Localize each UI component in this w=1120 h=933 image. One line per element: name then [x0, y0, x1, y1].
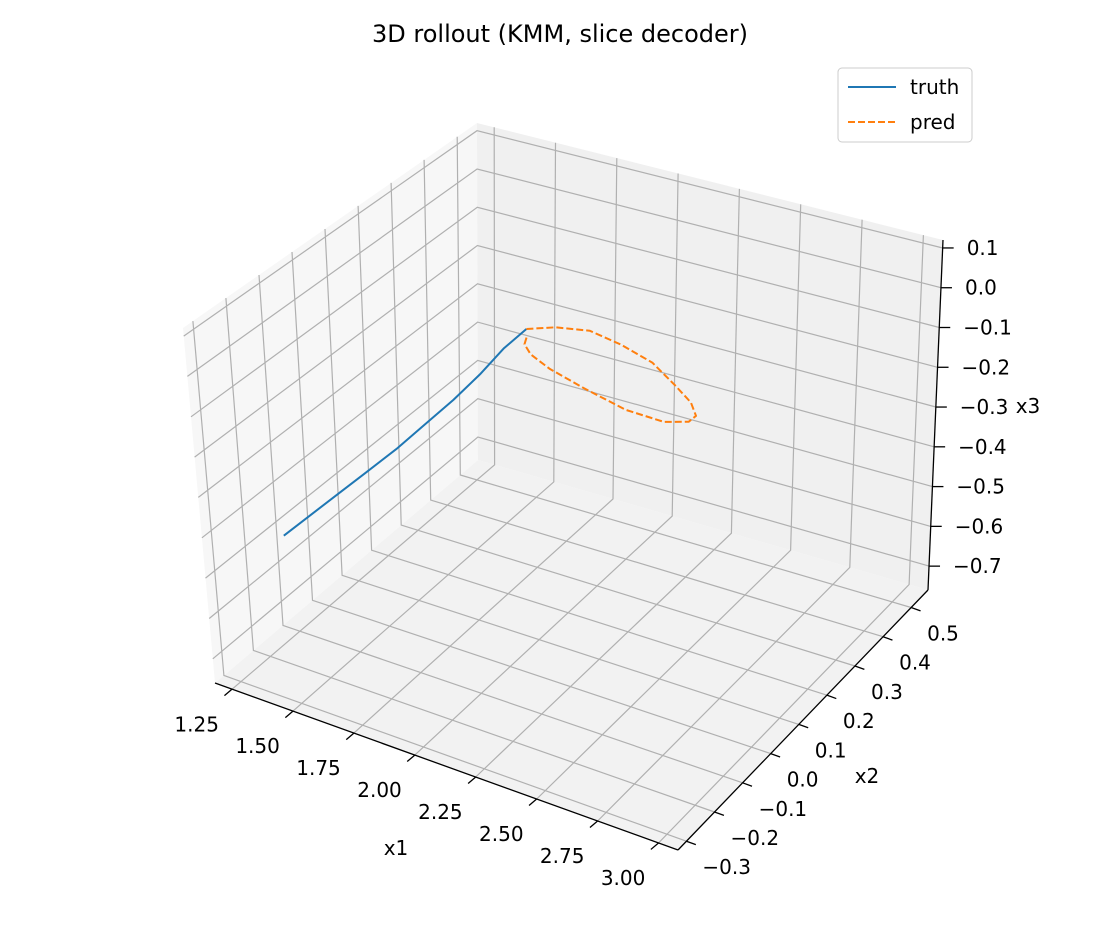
- chart-title: 3D rollout (KMM, slice decoder): [372, 20, 748, 48]
- y-tick-1: [714, 811, 725, 817]
- grid-z-6: [190, 206, 940, 418]
- grid-z-2: [205, 359, 933, 579]
- y-tick-label: 0.5: [927, 622, 959, 646]
- series-layer: [283, 326, 697, 537]
- y-tick-7: [882, 636, 893, 641]
- z-tick-label: −0.5: [956, 475, 1005, 499]
- grid-z-3: [201, 321, 935, 539]
- x-axis-line: [214, 682, 679, 851]
- legend-label-pred: pred: [910, 110, 955, 134]
- x-axis-label: x1: [384, 836, 409, 860]
- y-tick-0: [686, 840, 697, 846]
- axis-grid: [183, 127, 943, 844]
- y-tick-label: −0.2: [731, 826, 780, 850]
- x-tick-3: [406, 754, 416, 763]
- y-tick-label: −0.3: [702, 855, 751, 879]
- x-tick-1: [284, 710, 294, 719]
- grid-x-6: [597, 219, 863, 822]
- y-tick-label: 0.3: [871, 680, 903, 704]
- grid-y-4: [324, 228, 799, 725]
- y-tick-5: [826, 694, 837, 700]
- z-tick-label: −0.6: [955, 514, 1004, 538]
- grid-z-7: [187, 168, 942, 377]
- grid-z-0: [212, 436, 930, 660]
- series-truth-line: [283, 328, 528, 537]
- back-pane: [477, 123, 943, 590]
- x-tick-4: [467, 776, 477, 785]
- grid-x-7: [658, 235, 924, 844]
- grid-y-3: [291, 251, 771, 755]
- grid-x-3: [414, 173, 679, 756]
- y-tick-2: [742, 782, 753, 787]
- grid-y-5: [357, 205, 828, 696]
- y-tick-label: 0.4: [899, 651, 931, 675]
- grid-y-7: [423, 159, 884, 638]
- axis-lines: 1.25 1.50 1.75 2.00 2.25 2.50 2.75 3.00 −0.3 −0.2…: [174, 236, 1011, 890]
- grid-y-2: [258, 274, 743, 784]
- grid-y-6: [390, 182, 856, 667]
- z-tick-label: 0.0: [965, 276, 997, 300]
- z-tick-label: −0.1: [963, 316, 1012, 340]
- y-tick-6: [854, 665, 865, 670]
- x-tick-label: 2.25: [418, 800, 463, 824]
- grid-z-4: [197, 283, 936, 498]
- grid-z-1: [208, 398, 931, 619]
- grid-z-5: [194, 244, 938, 458]
- z-tick-label: −0.4: [958, 435, 1007, 459]
- y-tick-8: [910, 606, 921, 612]
- y-tick-label: 0.1: [815, 738, 847, 762]
- y-axis-label: x2: [855, 764, 880, 788]
- grid-x-5: [536, 204, 802, 800]
- grid-x-2: [353, 158, 618, 734]
- z-axis-label: x3: [1016, 394, 1041, 418]
- x-tick-label: 2.50: [479, 822, 524, 846]
- z-tick-label: −0.7: [953, 554, 1002, 578]
- z-axis-line: [927, 239, 944, 591]
- x-tick-label: 1.25: [174, 712, 219, 736]
- x-tick-label: 3.00: [601, 866, 646, 890]
- x-tick-2: [345, 732, 355, 741]
- x-tick-label: 1.75: [296, 756, 341, 780]
- grid-x-4: [475, 188, 740, 778]
- grid-y-8: [456, 136, 912, 609]
- x-tick-label: 1.50: [235, 734, 280, 758]
- y-tick-3: [770, 752, 781, 758]
- y-tick-4: [798, 723, 809, 729]
- x-tick-0: [224, 688, 233, 697]
- x-tick-label: 2.00: [357, 778, 402, 802]
- x-tick-5: [528, 798, 538, 806]
- y-tick-label: 0.2: [843, 709, 875, 733]
- grid-x-0: [231, 127, 496, 690]
- series-pred-line: [523, 326, 697, 423]
- z-tick-label: 0.1: [967, 236, 999, 260]
- x-tick-7: [650, 842, 659, 850]
- legend-label-truth: truth: [910, 75, 959, 99]
- grid-z-8: [183, 130, 943, 337]
- y-tick-label: −0.1: [759, 797, 808, 821]
- grid-y-1: [225, 298, 715, 813]
- y-tick-label: 0.0: [787, 768, 819, 792]
- grid-x-1: [292, 142, 557, 712]
- z-tick-label: −0.3: [960, 395, 1009, 419]
- left-pane: [183, 123, 478, 683]
- z-tick-label: −0.2: [962, 355, 1011, 379]
- legend: truth pred: [837, 67, 973, 143]
- x-tick-label: 2.75: [540, 844, 585, 868]
- grid-y-0: [192, 321, 687, 842]
- y-axis-line: [677, 589, 929, 851]
- x-tick-6: [589, 820, 599, 828]
